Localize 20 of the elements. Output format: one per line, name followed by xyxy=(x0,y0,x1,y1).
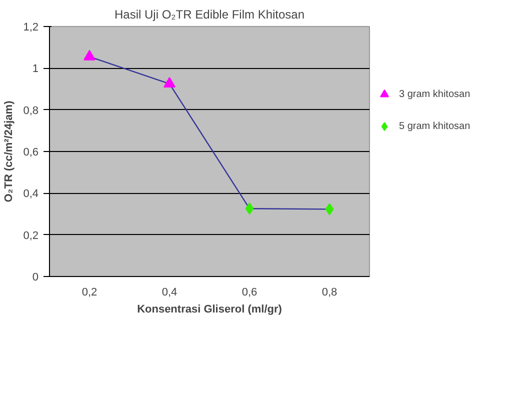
y-tick-label: 0 xyxy=(32,272,39,284)
y-tick-label: 0,6 xyxy=(23,146,39,158)
x-tick-label: 0,4 xyxy=(162,286,178,298)
y-tick-label: 1 xyxy=(32,63,39,76)
x-tick-label: 0,2 xyxy=(82,286,98,298)
y-tick-label: 0,2 xyxy=(23,230,39,242)
point xyxy=(84,50,96,60)
point xyxy=(325,203,334,216)
y-tick-label: 0,4 xyxy=(23,188,39,200)
legend-label: 3 gram khitosan xyxy=(399,88,470,100)
y-tick-label: 1,2 xyxy=(23,22,39,34)
x-tick-label: 0,8 xyxy=(322,286,338,298)
y-axis-title: O₂TR (cc/m²/24jam) xyxy=(3,100,16,202)
chart-title: Hasil Uji O₂TR Edible Film Khitosan xyxy=(114,8,305,22)
point xyxy=(245,202,254,215)
y-tick-label: 0,8 xyxy=(23,104,39,117)
x-axis-title: Konsentrasi Gliserol (ml/gr) xyxy=(137,304,282,316)
x-tick-label: 0,6 xyxy=(242,286,258,298)
point xyxy=(164,76,176,88)
legend-label: 5 gram khitosan xyxy=(399,120,470,132)
